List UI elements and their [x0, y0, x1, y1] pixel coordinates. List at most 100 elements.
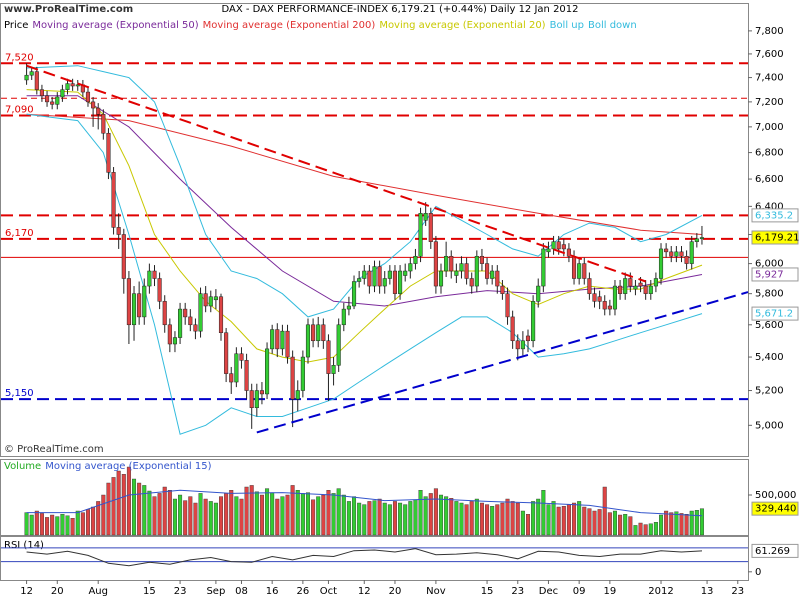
candle-body [290, 356, 295, 400]
y-tick-label: 0 [755, 567, 761, 578]
price-panel [0, 3, 749, 457]
candle-body [612, 285, 618, 310]
volume-bar [106, 482, 111, 536]
y-tick-label: 5,000 [755, 420, 784, 431]
volume-bar [295, 490, 300, 536]
candle-body [485, 263, 490, 279]
candle-body [638, 282, 643, 287]
legend-entry: Moving average (Exponential 50) [32, 20, 198, 31]
candle-body [669, 251, 674, 257]
volume-bar [121, 474, 126, 536]
volume-bar [689, 510, 694, 536]
volume-bar [561, 506, 566, 536]
volume-bar [316, 496, 321, 536]
series-line [26, 548, 703, 567]
value-box [751, 543, 799, 558]
candle-body [367, 270, 372, 287]
volume-bar [311, 499, 316, 536]
volume-bar [659, 514, 664, 536]
volume-bar [684, 514, 689, 536]
series-line [256, 291, 749, 434]
volume-bar [459, 502, 464, 536]
candle-body [372, 266, 377, 287]
volume-bar [541, 490, 546, 536]
candle-body [39, 89, 44, 96]
candle-body [546, 248, 551, 253]
candle-body [587, 278, 592, 294]
volume-bar [188, 496, 193, 536]
x-tick-label: Dec [539, 586, 558, 597]
volume-bar [244, 486, 249, 536]
candle-body [643, 285, 648, 294]
candle-body [628, 278, 633, 287]
volume-bar [290, 485, 295, 536]
horizontal-line-label: 7,520 [5, 52, 34, 63]
candle-body [618, 285, 623, 294]
candle-body [679, 251, 684, 257]
volume-bar [464, 504, 469, 536]
volume-bar [474, 498, 479, 536]
x-tick-label: 23 [511, 586, 524, 597]
candle-body [398, 270, 403, 294]
volume-bar [520, 510, 525, 536]
value-box [751, 501, 799, 516]
volume-bar [167, 490, 172, 536]
volume-bar [157, 493, 162, 536]
volume-bar [382, 502, 387, 536]
y-tick-label: 5,600 [755, 320, 784, 331]
candle-body [413, 255, 418, 264]
candle-body [188, 316, 193, 326]
candle-body [341, 308, 346, 326]
candle-body [193, 324, 198, 332]
candle-body [351, 281, 357, 307]
x-tick-label: 08 [235, 586, 248, 597]
candle-body [459, 263, 464, 272]
candle-body [285, 330, 290, 358]
candle-body [346, 305, 351, 310]
candle-body [520, 340, 525, 350]
candle-body [582, 263, 587, 279]
candle-body [607, 305, 612, 310]
volume-bar [39, 513, 44, 536]
candle-body [270, 329, 275, 350]
candle-body [157, 278, 162, 302]
x-tick-label: 13 [701, 586, 714, 597]
candle-body [438, 270, 444, 287]
volume-bar [198, 493, 203, 536]
volume-bar [254, 491, 259, 536]
volume-bar [597, 509, 602, 536]
x-tick-label: 20 [389, 586, 402, 597]
x-tick-label: 23 [174, 586, 187, 597]
candle-body [525, 335, 531, 342]
legend-entry: Boll down [588, 20, 637, 31]
candle-body [137, 293, 142, 318]
volume-panel [0, 459, 749, 536]
y-tick-label: 5,800 [755, 289, 784, 300]
candle-body [275, 329, 280, 350]
x-tick-label: Aug [88, 586, 108, 597]
volume-bar [525, 514, 530, 536]
candle-body [428, 213, 433, 242]
legend-entry: Volume [4, 461, 41, 472]
volume-bar [633, 525, 638, 536]
candle-body [29, 71, 34, 76]
volume-bar [392, 501, 397, 536]
volume-bar [137, 482, 142, 536]
candle-body [479, 255, 484, 264]
x-tick-label: 15 [143, 586, 156, 597]
volume-bar [505, 498, 510, 536]
volume-bar [208, 501, 213, 536]
volume-bar [91, 506, 96, 536]
candle-body [536, 285, 541, 302]
candle-body [203, 293, 208, 307]
volume-bar [193, 502, 198, 536]
volume-bar [305, 492, 310, 536]
candle-body [259, 390, 264, 395]
volume-bar [413, 499, 418, 536]
candle-body [152, 270, 157, 279]
rsi-panel [0, 536, 749, 581]
series-line [26, 65, 703, 318]
candle-body [85, 91, 91, 103]
value-box [751, 306, 799, 321]
candle-body [336, 324, 341, 366]
